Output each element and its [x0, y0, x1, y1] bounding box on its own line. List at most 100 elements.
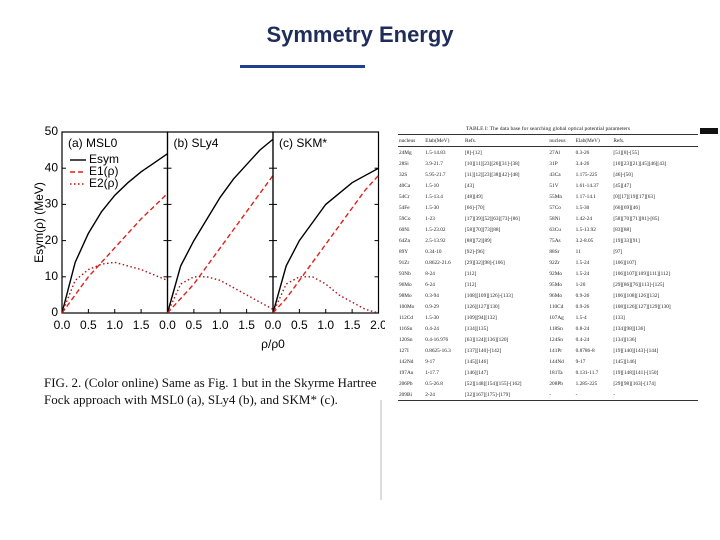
table-cell: 11	[575, 248, 581, 255]
table-cell: 31P	[549, 160, 558, 167]
slide-title: Symmetry Energy	[266, 22, 454, 47]
panel-label: (b) SLy4	[174, 136, 219, 150]
decoration	[380, 400, 382, 500]
table-cell: 116Sn	[399, 325, 413, 332]
table-cell: 1.285-225	[575, 380, 598, 387]
table-cell: 0.4-24	[425, 325, 439, 332]
table-cell: 0.9-26	[575, 303, 590, 310]
table-cell: [32][167][175]-[179]	[465, 391, 511, 398]
x-tick-label: 1.5	[238, 318, 255, 332]
table-cell: [51][8]-[55]	[613, 149, 639, 156]
table-cell: [137][140]-[142]	[465, 347, 502, 354]
legend-label: E2(ρ)	[89, 176, 119, 190]
table-cell: 75As	[549, 237, 561, 244]
table-cell: 1-20	[575, 281, 586, 288]
table-cell: 110Cd	[549, 303, 564, 310]
table-cell: 1.5-24	[575, 259, 590, 266]
table-cell: 209Bi	[399, 391, 412, 398]
x-tick-label: 1.5	[133, 318, 150, 332]
table-row: 112Cd 1.5-30 [109][94][132] 107Ag 1.5-4 [133]	[398, 312, 698, 323]
table-row: 59Co 1-23 [17][39][52][63][73]-[86] 58Ni 1.4…	[398, 213, 698, 224]
table-cell: [126][127][130]	[465, 303, 500, 310]
table-cell: [108][126][127][129][130]	[613, 303, 671, 310]
x-tick-label: 0.5	[80, 318, 97, 332]
header-cell: Refs.	[613, 137, 625, 144]
table-row: 89Y 0.34-10 [92]-[96] 88Sr 11 [97]	[398, 246, 698, 257]
table-cell: -	[575, 391, 578, 398]
table-cell: [83][88]	[613, 226, 631, 233]
table-cell: 3.9-21.7	[425, 160, 443, 167]
table-cell: 6-24	[425, 281, 435, 288]
table-cell: 0.3-26	[575, 149, 590, 156]
table-cell: [45][47]	[613, 182, 631, 189]
table-cell: 112Cd	[399, 314, 413, 321]
table-cell: 64Zn	[399, 237, 411, 244]
table-cell: 98Mo	[399, 292, 412, 299]
x-tick-label: 1.0	[212, 318, 229, 332]
series-line	[272, 276, 379, 314]
table-cell: 144Nd	[549, 358, 564, 365]
table-cell: [92]-[96]	[465, 248, 485, 255]
table-cell: [58][70][73][88]	[465, 226, 501, 233]
table-cell: -	[613, 391, 616, 398]
table-cell: [17][39][52][63][73]-[86]	[465, 215, 520, 222]
table-cell: 91Zr	[399, 259, 410, 266]
table-cell: 9-17	[425, 358, 435, 365]
table-cell: [134][135]	[465, 325, 488, 332]
table-cell: [11][12][23][38][42]-[48]	[465, 171, 520, 178]
table-row: 96Mo 6-24 [112] 95Mo 1-20 [29][86][76][113]-[…	[398, 279, 698, 290]
x-tick-label: 2.0	[370, 318, 385, 332]
table-cell: [146][147]	[465, 369, 488, 376]
table-cell: [112]	[465, 281, 477, 288]
table-row: 209Bi 2-24 [32][167][175]-[179] - - -	[398, 389, 698, 401]
figure-caption: FIG. 2. (Color online) Same as Fig. 1 bu…	[44, 374, 389, 408]
panel-frame	[166, 131, 274, 314]
table: nucleus Elab(MeV) Refs. nucleus Elab(MeV) Ref…	[398, 134, 698, 401]
table-cell: 1.5-13.92	[575, 226, 596, 233]
table-cell: [19][140][143]-[144]	[613, 347, 659, 354]
table-cell: 8-24	[425, 270, 435, 277]
table-row: 40Ca 1.5-10 [43] 51V 1.61-14.37 [45][47]	[398, 180, 698, 191]
table-cell: 59Co	[399, 215, 411, 222]
table-cell: [10][23][21][45][46][43]	[613, 160, 667, 167]
table-cell: 89Y	[399, 248, 409, 255]
x-tick-label: 0.0	[54, 318, 71, 332]
table-cell: [29][98][163]-[174]	[613, 380, 656, 387]
table-row: 100Mo 0.9-29 [126][127][130] 110Cd 0.9-26 [10…	[398, 301, 698, 312]
table-row: 116Sn 0.4-24 [134][135] 118Sn 0.8-24 [134][98…	[398, 323, 698, 334]
table-cell: 9-17	[575, 358, 586, 365]
table-cell: 1.5-10	[425, 182, 439, 189]
table-cell: 141Pr	[549, 347, 563, 354]
table-row: 142Nd 9-17 [145][146] 144Nd 9-17 [145][146]	[398, 356, 698, 367]
table-cell: [43]	[465, 182, 474, 189]
table-cell: [58][70][71][81]-[85]	[613, 215, 660, 222]
table-cell: 124Sn	[549, 336, 563, 343]
header-row: nucleus Elab(MeV) Refs. nucleus Elab(MeV) Ref…	[398, 134, 698, 147]
table-body: 24Mg 1.5-14.83 [8]-[12] 27Al 0.3-26 [51][8]-[…	[398, 147, 698, 401]
table-cell: [145][146]	[613, 358, 637, 365]
table-cell: 197Au	[399, 369, 414, 376]
table-cell: 1-17.7	[425, 369, 439, 376]
table-row: 32S 5.95-21.7 [11][12][23][38][42]-[48] 43C…	[398, 169, 698, 180]
table-cell: 58Ni	[549, 215, 561, 222]
panel-frame	[272, 131, 380, 314]
table-cell: [66]-[70]	[465, 204, 485, 211]
table-cell: 0.8622-21.6	[425, 259, 451, 266]
table-row: 91Zr 0.8622-21.6 [29][32][98]-[106] 92Zr 1.5…	[398, 257, 698, 268]
table-cell: 5.95-21.7	[425, 171, 446, 178]
y-tick-label: 0	[51, 305, 58, 319]
table-cell: 96Mo	[399, 281, 412, 288]
table-cell: 120Sn	[399, 336, 413, 343]
table-row: 28Si 3.9-21.7 [10][11][23][26][31]-[38] 31P…	[398, 158, 698, 169]
table-cell: 51V	[549, 182, 559, 189]
y-tick-label: 10	[45, 269, 59, 283]
series-line	[61, 193, 168, 314]
decoration	[700, 128, 718, 134]
table-row: 98Mo 0.3-94 [108][109][126]-[133] 96Mo 0.9-2…	[398, 290, 698, 301]
table-cell: 93Nb	[399, 270, 411, 277]
table-cell: 57Co	[549, 204, 561, 211]
series-line	[272, 174, 380, 314]
table-cell: 2.5-13.92	[425, 237, 446, 244]
table-cell: [106][108][126][132]	[613, 292, 660, 299]
